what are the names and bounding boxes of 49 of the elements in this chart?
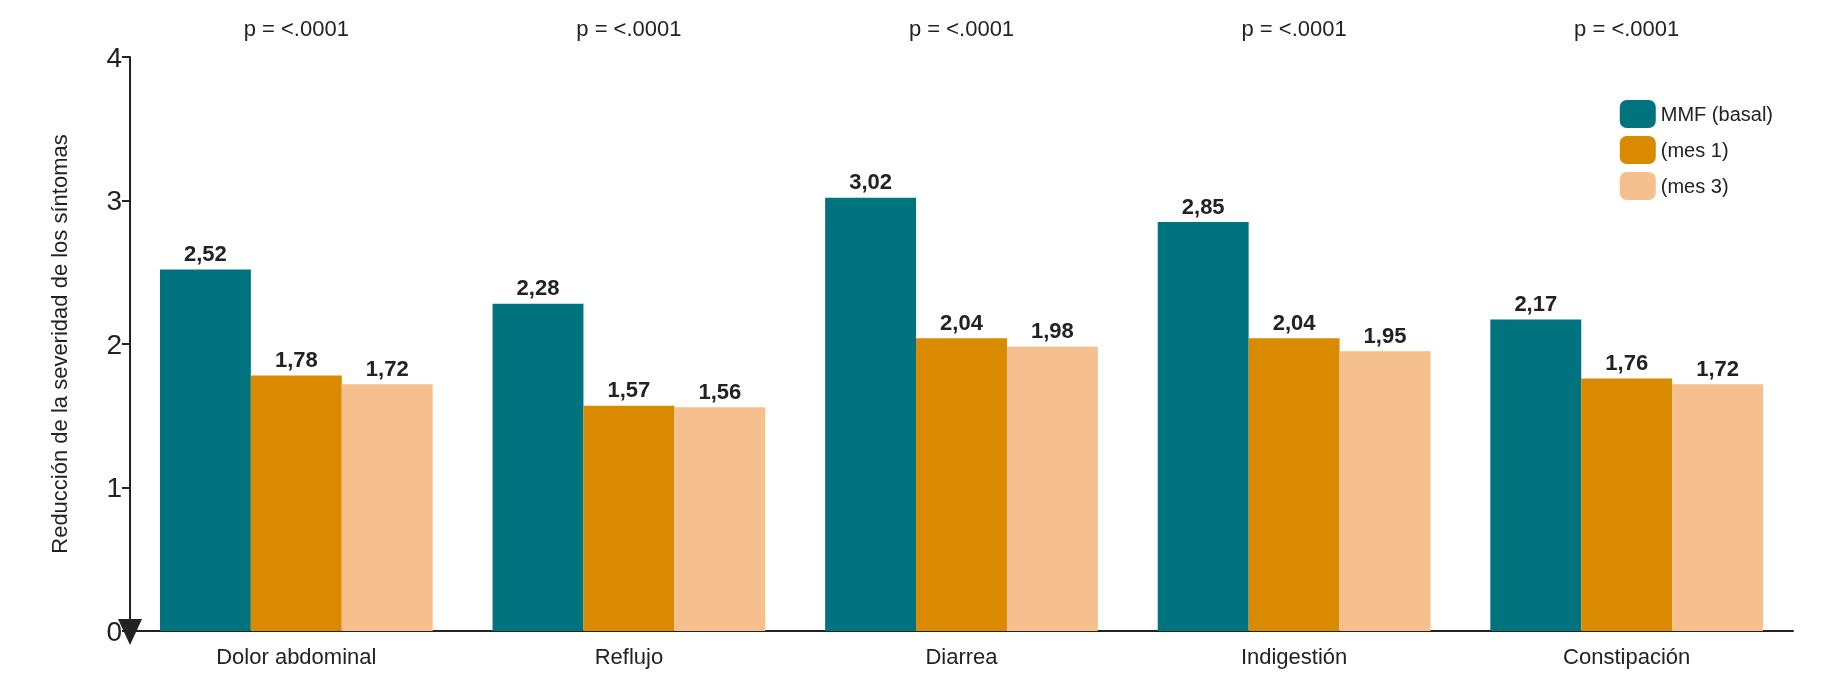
bar: [341, 384, 433, 631]
bar: [1248, 338, 1340, 631]
data-label: 2,28: [516, 275, 560, 301]
data-label: 2,85: [1181, 193, 1225, 219]
data-label: 1,72: [365, 355, 409, 381]
data-label: 1,56: [698, 378, 742, 404]
bar: [159, 269, 251, 631]
bar: [1490, 319, 1582, 631]
data-label: 2,04: [1272, 309, 1317, 335]
y-tick-label: 0: [106, 615, 122, 647]
data-label: 2,52: [183, 240, 227, 266]
bar: [583, 405, 675, 631]
data-label: 3,02: [849, 169, 892, 195]
x-tick-label: Constipación: [1563, 643, 1691, 669]
text: p = <.0001: [243, 15, 349, 41]
data-label: 2,04: [940, 309, 984, 335]
bar: [1339, 351, 1431, 631]
bar: [825, 197, 917, 631]
bar: [250, 375, 342, 631]
data-label: 1,95: [1363, 322, 1407, 348]
y-tick-label: 4: [106, 41, 122, 73]
x-tick-label: Reflujo: [594, 643, 664, 669]
y-tick-label: 1: [106, 472, 122, 503]
y-tick-label: 2: [106, 328, 122, 360]
data-label: 1,76: [1605, 349, 1649, 375]
bar: [1157, 222, 1249, 631]
x-tick-label: Indigestión: [1240, 643, 1348, 669]
y-axis-title: Reducción de la severidad de los síntomas: [46, 134, 72, 554]
y-tick-label: 3: [106, 185, 122, 216]
data-label: 2,17: [1514, 291, 1558, 317]
text: p = <.0001: [908, 15, 1015, 41]
bar: [1006, 346, 1098, 631]
legend-label: (mes 1): [1660, 139, 1729, 161]
text: p = <.0001: [576, 15, 682, 41]
data-label: 1,78: [274, 347, 318, 373]
x-tick-label: Dolor abdominal: [216, 643, 377, 669]
data-label: 1,57: [607, 377, 651, 403]
bar: [1672, 384, 1764, 631]
bar: [1581, 378, 1673, 631]
legend-label: (mes 3): [1660, 175, 1729, 197]
text: p = <.0001: [1241, 15, 1347, 41]
bar: [674, 407, 766, 631]
x-tick-label: Diarrea: [925, 643, 999, 669]
bar: [492, 303, 584, 631]
data-label: 1,72: [1696, 355, 1740, 381]
text: p = <.0001: [1574, 15, 1680, 41]
legend-label: MMF (basal): [1660, 103, 1774, 125]
data-label: 1,98: [1031, 318, 1074, 344]
bar: [916, 338, 1007, 631]
